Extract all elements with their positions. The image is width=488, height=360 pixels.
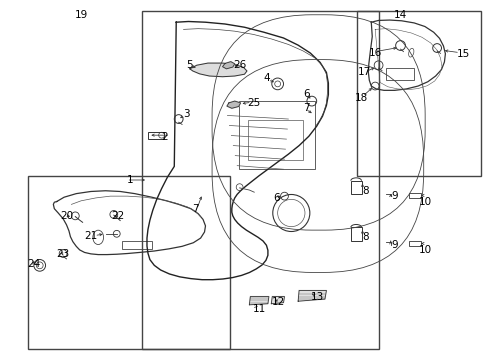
Text: 3: 3	[183, 109, 189, 119]
Polygon shape	[222, 62, 234, 69]
Polygon shape	[189, 63, 246, 77]
Text: 26: 26	[232, 60, 246, 70]
Text: 14: 14	[393, 10, 407, 20]
Text: 11: 11	[252, 304, 265, 314]
Text: 16: 16	[368, 48, 381, 58]
Text: 6: 6	[272, 193, 279, 203]
Text: 9: 9	[390, 191, 397, 201]
Bar	[248, 120, 303, 160]
Text: 17: 17	[357, 67, 370, 77]
Text: 4: 4	[263, 73, 269, 83]
Bar	[350, 181, 361, 194]
Bar	[27, 176, 229, 348]
Text: 23: 23	[57, 248, 70, 258]
Text: 1: 1	[126, 175, 133, 185]
Text: 18: 18	[354, 93, 367, 103]
Text: 7: 7	[192, 204, 199, 214]
Bar	[356, 12, 480, 176]
Text: 10: 10	[418, 244, 430, 255]
Text: 21: 21	[84, 231, 97, 240]
Text: 22: 22	[111, 211, 124, 221]
Bar	[408, 193, 420, 198]
Polygon shape	[249, 297, 268, 305]
Text: 9: 9	[390, 239, 397, 249]
Text: 15: 15	[456, 49, 469, 59]
Text: 6: 6	[303, 89, 309, 99]
Bar	[350, 227, 361, 241]
Polygon shape	[271, 297, 284, 304]
Bar	[238, 101, 315, 169]
Text: 20: 20	[60, 211, 73, 221]
Bar	[385, 68, 413, 80]
Text: 19: 19	[74, 10, 87, 20]
Text: 7: 7	[303, 103, 309, 113]
Text: 13: 13	[310, 292, 324, 302]
Bar	[142, 12, 378, 348]
Text: 25: 25	[247, 98, 260, 108]
Bar	[408, 241, 420, 246]
Polygon shape	[226, 101, 240, 108]
Bar	[148, 132, 163, 139]
Text: 10: 10	[418, 197, 430, 207]
Text: 24: 24	[27, 259, 41, 269]
Text: 2: 2	[161, 132, 167, 142]
Polygon shape	[298, 291, 326, 301]
Text: 5: 5	[186, 60, 193, 70]
Text: 12: 12	[271, 297, 285, 307]
Bar	[122, 241, 152, 249]
Text: 8: 8	[362, 186, 368, 196]
Text: 8: 8	[362, 232, 368, 242]
